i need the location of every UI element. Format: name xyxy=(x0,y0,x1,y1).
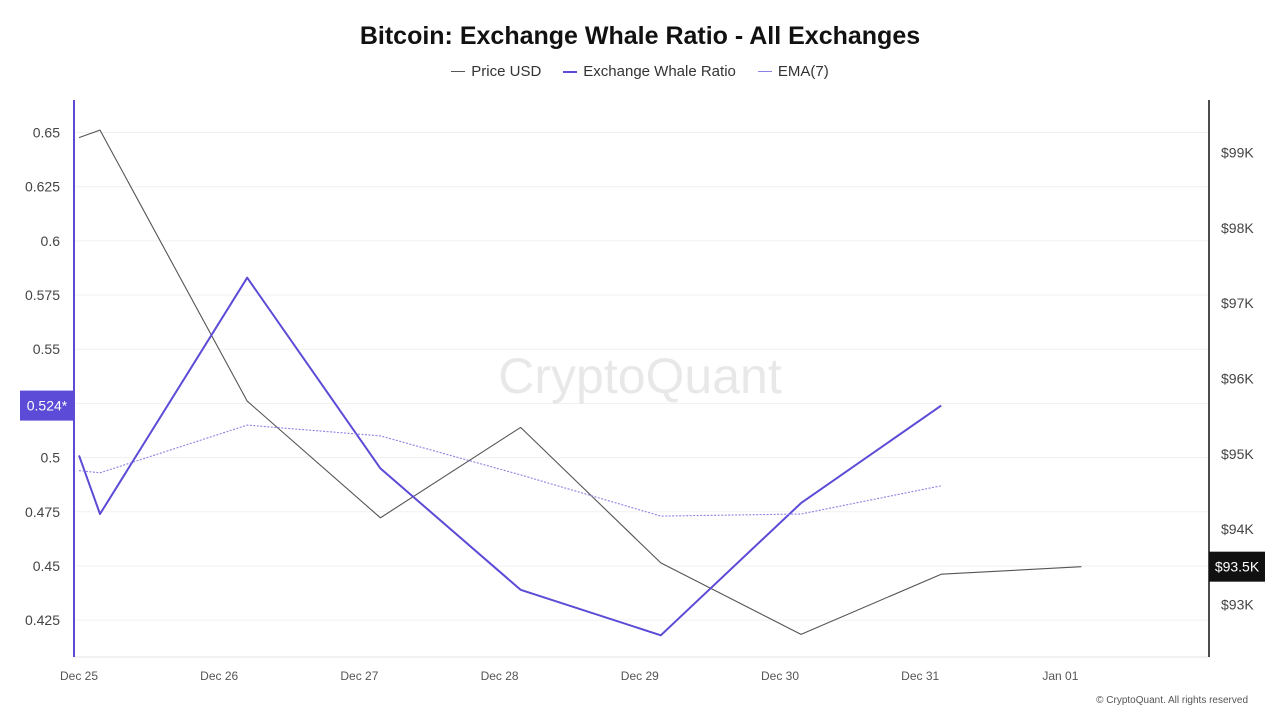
x-tick-label: Dec 26 xyxy=(200,669,238,683)
y-right-tick-label: $95K xyxy=(1221,446,1254,462)
legend-label-ema: EMA(7) xyxy=(777,63,829,80)
legend-label-price: Price USD xyxy=(471,63,542,80)
watermark: CryptoQuant xyxy=(498,348,782,404)
current-value-label-left: 0.524* xyxy=(27,398,68,414)
copyright-notice: © CryptoQuant. All rights reserved xyxy=(1096,695,1248,706)
current-value-badge-left xyxy=(20,390,74,421)
y-right-tick-label: $96K xyxy=(1221,371,1254,387)
legend: Price USD Exchange Whale Ratio EMA(7) xyxy=(0,63,1280,80)
x-tick-label: Dec 28 xyxy=(481,669,519,683)
x-tick-label: Jan 01 xyxy=(1042,669,1078,683)
x-tick-label: Dec 31 xyxy=(901,669,939,683)
y-right-tick-label: $94K xyxy=(1221,521,1254,537)
series-line-whale-ratio xyxy=(78,276,942,637)
series-line-ema xyxy=(78,424,942,517)
y-right-tick-label: $97K xyxy=(1221,295,1254,311)
y-left-tick-label: 0.6 xyxy=(41,233,61,249)
legend-item-ema[interactable]: EMA(7) xyxy=(757,63,829,80)
current-value-badge-right xyxy=(1209,551,1265,582)
y-left-tick-label: 0.425 xyxy=(25,612,60,628)
x-tick-label: Dec 29 xyxy=(621,669,659,683)
legend-item-whale-ratio[interactable]: Exchange Whale Ratio xyxy=(563,63,736,80)
y-left-tick-label: 0.65 xyxy=(33,125,60,141)
legend-item-price[interactable]: Price USD xyxy=(451,63,541,80)
legend-label-whale-ratio: Exchange Whale Ratio xyxy=(583,63,736,80)
legend-swatch-whale-ratio xyxy=(563,70,578,73)
y-left-tick-label: 0.475 xyxy=(25,504,60,520)
y-right-tick-label: $99K xyxy=(1221,145,1254,161)
legend-swatch-ema xyxy=(757,71,772,72)
x-tick-label: Dec 25 xyxy=(60,669,98,683)
legend-swatch-price xyxy=(451,71,466,72)
y-right-tick-label: $93K xyxy=(1221,596,1254,612)
y-left-tick-label: 0.5 xyxy=(41,450,61,466)
x-tick-label: Dec 30 xyxy=(761,669,799,683)
y-left-tick-label: 0.45 xyxy=(33,558,60,574)
chart-title: Bitcoin: Exchange Whale Ratio - All Exch… xyxy=(359,22,921,50)
y-left-tick-label: 0.575 xyxy=(25,287,60,303)
series-line-price xyxy=(78,129,1082,635)
x-tick-label: Dec 27 xyxy=(340,669,378,683)
y-left-tick-label: 0.55 xyxy=(33,341,60,357)
current-value-label-right: $93.5K xyxy=(1215,559,1260,575)
y-left-tick-label: 0.625 xyxy=(25,179,60,195)
y-right-tick-label: $98K xyxy=(1221,220,1254,236)
